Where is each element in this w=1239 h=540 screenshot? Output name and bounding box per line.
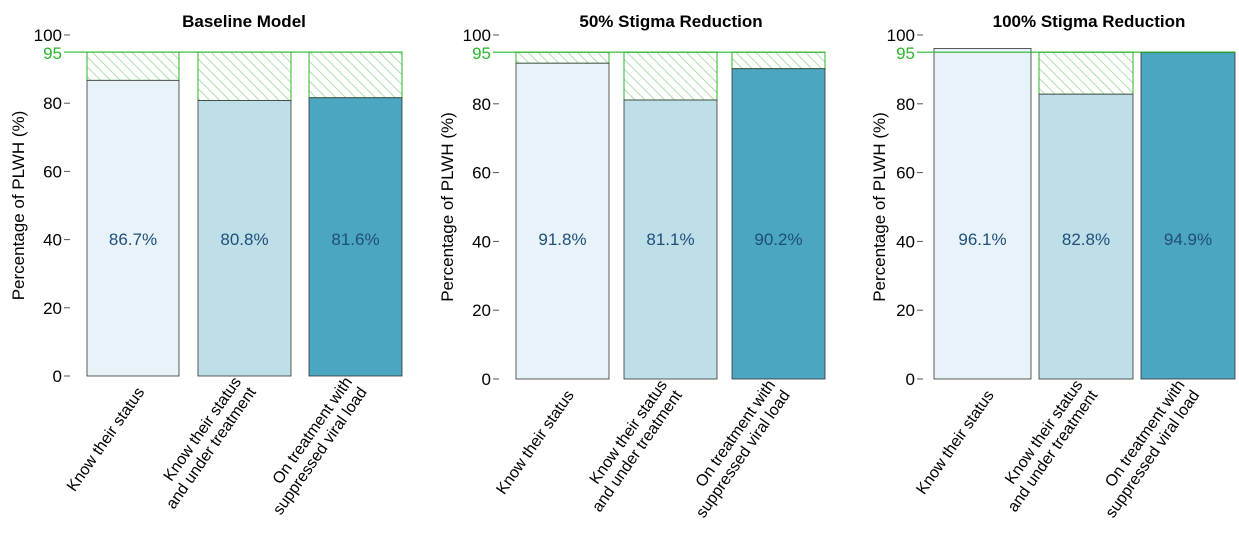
- category-label-line: Know their status: [64, 385, 148, 495]
- y-tick-label: 80: [43, 94, 62, 113]
- y-tick-label: 40: [896, 232, 915, 251]
- bar-value-label: 96.1%: [958, 230, 1006, 249]
- target-gap-hatch: [86, 51, 180, 81]
- y-tick-label: 100: [887, 26, 915, 45]
- y-tick-label: 0: [906, 370, 915, 389]
- category-label-line: Know their status: [493, 388, 577, 498]
- target-gap-hatch: [308, 51, 403, 99]
- category-label-line: Know their status: [913, 388, 997, 498]
- target-gap-hatch: [515, 51, 610, 64]
- bar-value-label: 94.9%: [1164, 230, 1212, 249]
- chart-title: 50% Stigma Reduction: [579, 12, 762, 31]
- category-label: Know their statusand under treatment: [148, 374, 260, 513]
- bar-value-label: 81.6%: [331, 230, 379, 249]
- bar-value-label: 91.8%: [538, 230, 586, 249]
- y-tick-label: 40: [472, 232, 491, 251]
- target-tick-label: 95: [896, 44, 915, 63]
- bar: [86, 79, 180, 377]
- y-tick-label: 20: [896, 301, 915, 320]
- y-tick-label: 0: [53, 367, 62, 386]
- target-tick-label: 95: [43, 44, 62, 63]
- y-axis-label: Percentage of PLWH (%): [9, 111, 28, 301]
- category-label: Know their statusand under treatment: [574, 377, 686, 516]
- target-tick-label: 95: [472, 44, 491, 63]
- bar: [1140, 52, 1236, 380]
- y-tick-label: 0: [482, 370, 491, 389]
- y-axis-label: Percentage of PLWH (%): [870, 112, 889, 302]
- bar-value-label: 80.8%: [220, 230, 268, 249]
- bar-value-label: 86.7%: [109, 230, 157, 249]
- y-tick-label: 100: [34, 26, 62, 45]
- bar: [308, 97, 403, 377]
- y-tick-label: 100: [463, 26, 491, 45]
- y-tick-label: 40: [43, 231, 62, 250]
- category-label: Know their status: [913, 388, 997, 498]
- bar-value-label: 82.8%: [1062, 230, 1110, 249]
- category-label: On treatment withsuppressed viral load: [678, 377, 793, 521]
- y-tick-label: 20: [472, 301, 491, 320]
- chart-title: Baseline Model: [182, 12, 306, 31]
- bar-value-label: 81.1%: [646, 230, 694, 249]
- y-tick-label: 60: [896, 164, 915, 183]
- y-tick-label: 60: [472, 164, 491, 183]
- bar: [933, 48, 1032, 380]
- target-gap-hatch: [197, 51, 292, 101]
- y-tick-label: 80: [472, 95, 491, 114]
- y-tick-label: 80: [896, 95, 915, 114]
- y-tick-label: 20: [43, 299, 62, 318]
- chart-title: 100% Stigma Reduction: [993, 12, 1186, 31]
- bar-value-label: 90.2%: [754, 230, 802, 249]
- y-axis-label: Percentage of PLWH (%): [438, 112, 457, 302]
- category-label: On treatment withsuppressed viral load: [1088, 377, 1203, 521]
- bar: [1038, 93, 1134, 380]
- category-label: Know their statusand under treatment: [990, 377, 1102, 516]
- bar: [515, 62, 610, 380]
- bar: [731, 68, 826, 380]
- target-gap-hatch: [623, 51, 718, 101]
- bar: [623, 99, 718, 380]
- y-tick-label: 60: [43, 162, 62, 181]
- bar: [197, 100, 292, 377]
- category-label: On treatment withsuppressed viral load: [255, 374, 370, 518]
- category-label: Know their status: [64, 385, 148, 495]
- target-gap-hatch: [731, 51, 826, 70]
- category-label: Know their status: [493, 388, 577, 498]
- target-gap-hatch: [1038, 51, 1134, 95]
